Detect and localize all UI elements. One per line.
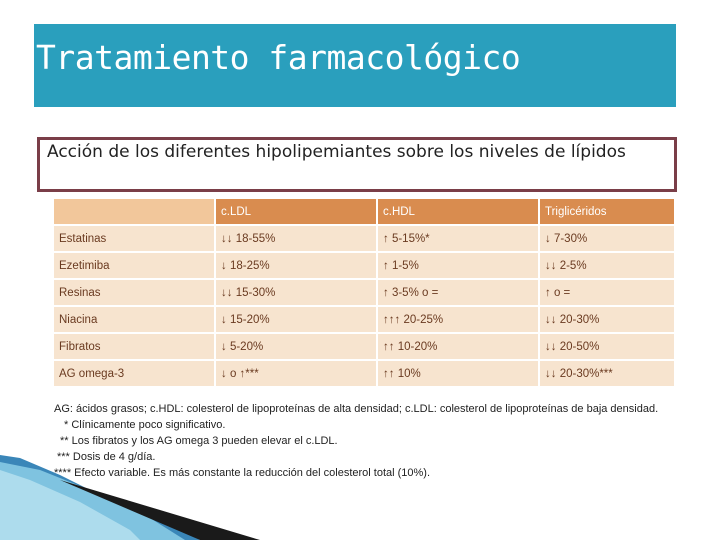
table-header-cell (54, 199, 214, 224)
slide-title: Tratamiento farmacológico (36, 38, 521, 77)
table-header-cell: Triglicéridos (540, 199, 674, 224)
table-cell: Resinas (54, 280, 214, 305)
table-cell: Estatinas (54, 226, 214, 251)
table-cell: ↓↓ 15-30% (216, 280, 376, 305)
table-row: AG omega-3 ↓ o ↑*** ↑↑ 10% ↓↓ 20-30%*** (54, 361, 674, 386)
table-row: Resinas ↓↓ 15-30% ↑ 3-5% o = ↑ o = (54, 280, 674, 305)
table-cell: ↓ 18-25% (216, 253, 376, 278)
table-row: Ezetimiba ↓ 18-25% ↑ 1-5% ↓↓ 2-5% (54, 253, 674, 278)
table-cell: ↑ o = (540, 280, 674, 305)
table-cell: ↓↓ 20-30% (540, 307, 674, 332)
table-cell: ↑↑ 10-20% (378, 334, 538, 359)
lipid-table: c.LDL c.HDL Triglicéridos Estatinas ↓↓ 1… (52, 197, 676, 388)
title-bar (34, 24, 676, 107)
table-header-row: c.LDL c.HDL Triglicéridos (54, 199, 674, 224)
table-cell: ↓ 7-30% (540, 226, 674, 251)
table-row: Fibratos ↓ 5-20% ↑↑ 10-20% ↓↓ 20-50% (54, 334, 674, 359)
table-cell: Ezetimiba (54, 253, 214, 278)
table-cell: AG omega-3 (54, 361, 214, 386)
table-cell: Fibratos (54, 334, 214, 359)
footnote: *** Dosis de 4 g/día. (57, 451, 156, 463)
footnote: AG: ácidos grasos; c.HDL: colesterol de … (54, 403, 659, 415)
table-cell: ↓↓ 20-30%*** (540, 361, 674, 386)
footnote: **** Efecto variable. Es más constante l… (54, 467, 431, 479)
footnote: ** Los fibratos y los AG omega 3 pueden … (60, 435, 338, 447)
caption-text: Acción de los diferentes hipolipemiantes… (47, 142, 626, 162)
table-cell: ↑↑↑ 20-25% (378, 307, 538, 332)
table-row: Niacina ↓ 15-20% ↑↑↑ 20-25% ↓↓ 20-30% (54, 307, 674, 332)
table-cell: ↑↑ 10% (378, 361, 538, 386)
caption-box: Acción de los diferentes hipolipemiantes… (37, 137, 677, 192)
table-cell: ↑ 1-5% (378, 253, 538, 278)
table-cell: Niacina (54, 307, 214, 332)
table-cell: ↓ o ↑*** (216, 361, 376, 386)
table-header-cell: c.HDL (378, 199, 538, 224)
table-header-cell: c.LDL (216, 199, 376, 224)
table-cell: ↓ 15-20% (216, 307, 376, 332)
table-cell: ↓↓ 20-50% (540, 334, 674, 359)
footnote: * Clínicamente poco significativo. (64, 419, 226, 431)
table-row: Estatinas ↓↓ 18-55% ↑ 5-15%* ↓ 7-30% (54, 226, 674, 251)
table-footnotes: AG: ácidos grasos; c.HDL: colesterol de … (54, 401, 659, 481)
table-cell: ↓ 5-20% (216, 334, 376, 359)
decorative-swoosh (0, 455, 260, 540)
table-cell: ↓↓ 18-55% (216, 226, 376, 251)
table-cell: ↑ 5-15%* (378, 226, 538, 251)
table-cell: ↑ 3-5% o = (378, 280, 538, 305)
table-cell: ↓↓ 2-5% (540, 253, 674, 278)
